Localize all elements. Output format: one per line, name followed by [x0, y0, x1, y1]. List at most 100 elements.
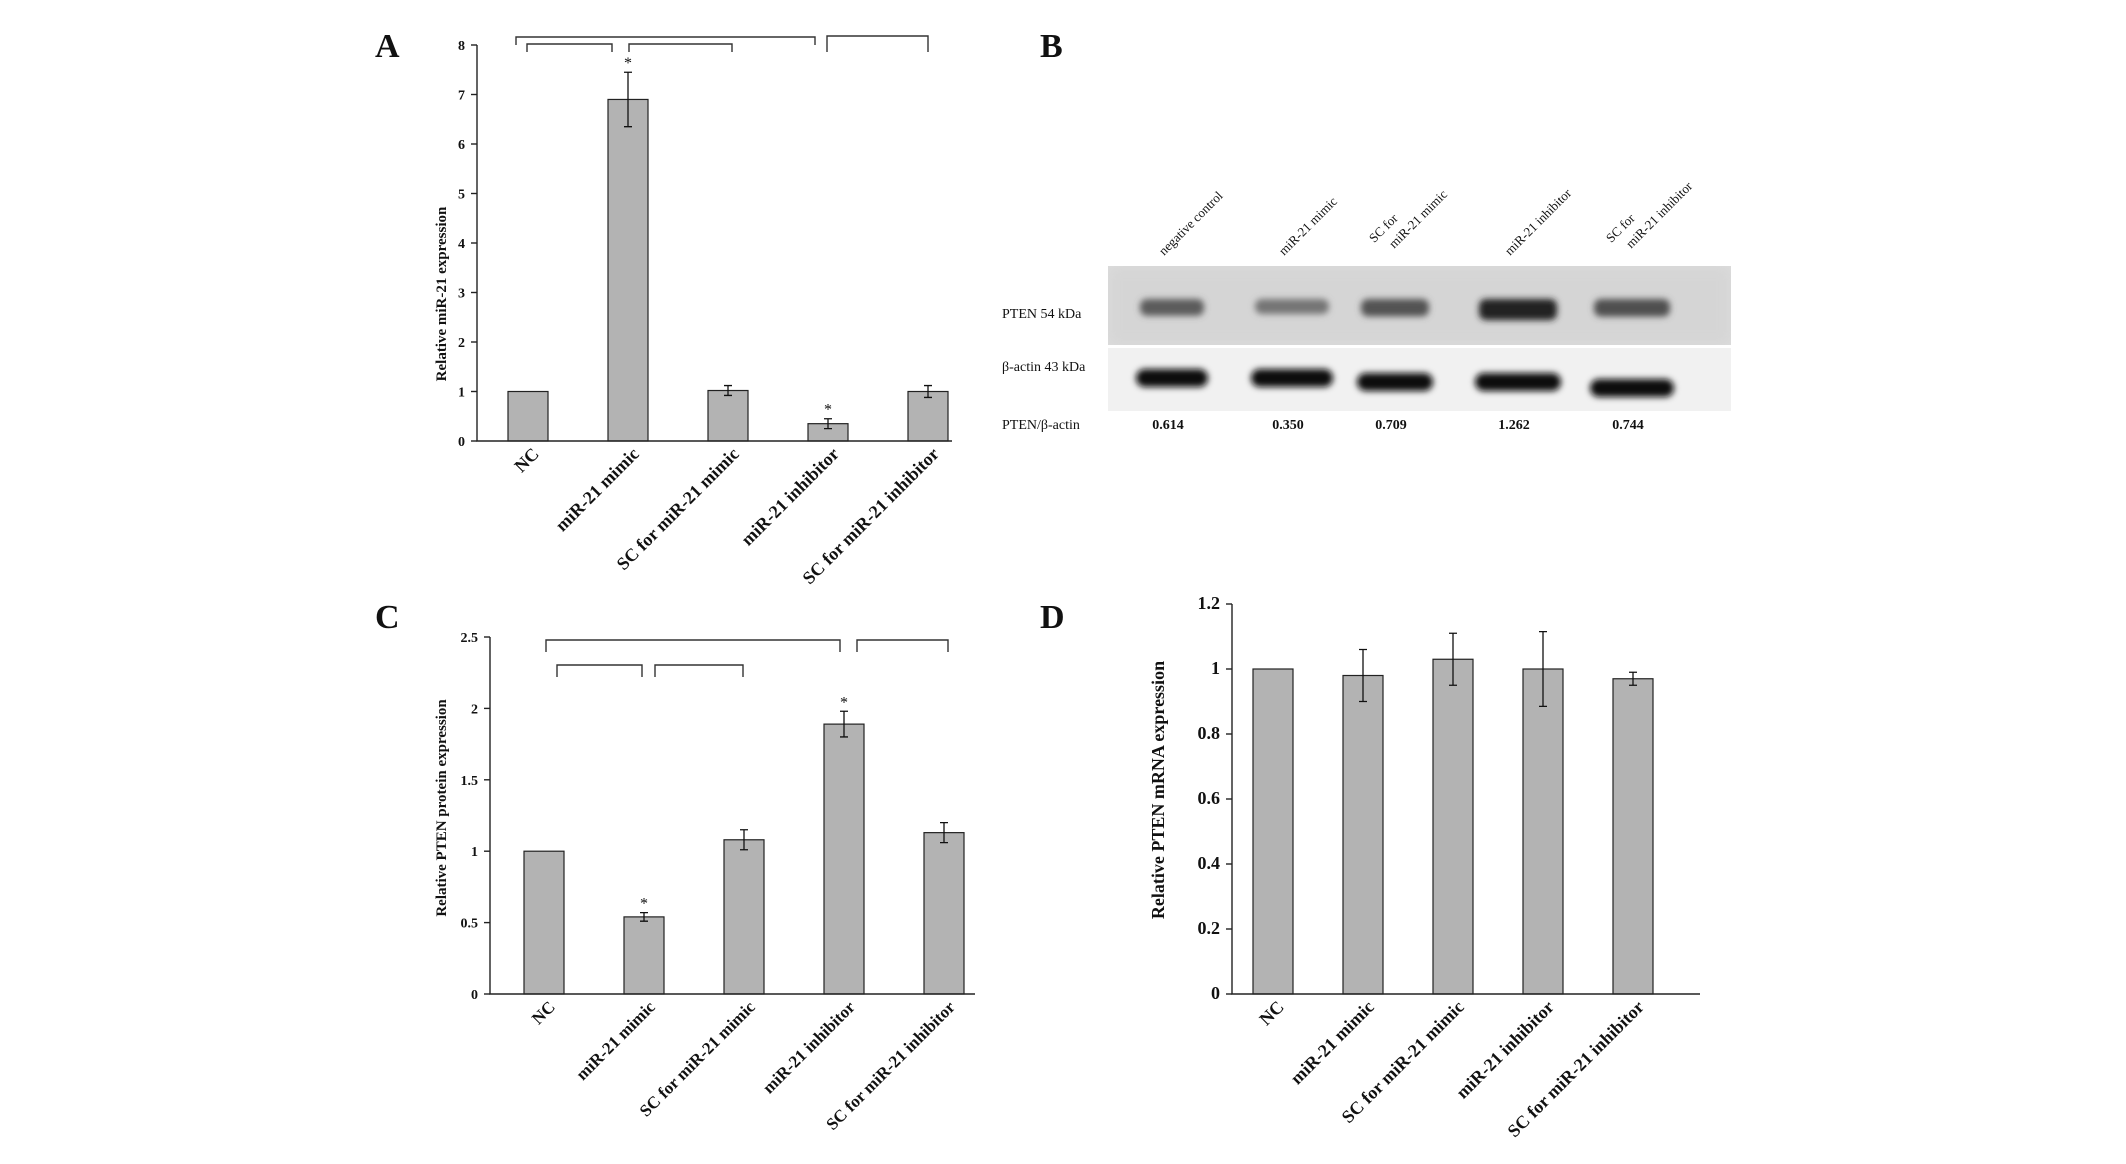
- pten-band-mir-21-inhibitor: [1479, 299, 1557, 321]
- panel-a-bar-mir-21-mimic: [607, 98, 649, 442]
- beta-actin-band-mir-21-mimic: [1251, 369, 1333, 387]
- panel-a-ytick-label-8: 8: [458, 39, 465, 54]
- panel-d-bar-mir-21-mimic: [1342, 674, 1384, 995]
- beta-actin-band-negative-control: [1136, 369, 1208, 387]
- panel-d-y-axis-title: Relative PTEN mRNA expression: [1148, 661, 1168, 919]
- panel-letter-a: A: [375, 28, 400, 65]
- pten-band-sc-for-mir-21-inhibitor: [1594, 299, 1670, 317]
- panel-letter-c: C: [375, 599, 400, 636]
- panel-c-category-sc-for-mir-21-mimic: SC for miR-21 mimic: [636, 997, 759, 1120]
- beta-actin-bands: [1136, 369, 1674, 397]
- panel-a-bar-sc-for-mir-21-inhibitor: [907, 390, 949, 442]
- panel-a-ytick-label-0: 0: [458, 435, 465, 450]
- panel-a-bar-sc-for-mir-21-mimic: [707, 389, 749, 442]
- panel-a-error-bars: [624, 71, 932, 430]
- panel-a-ytick-label-4: 4: [458, 237, 465, 252]
- panel-d-ytick-label-0: 0: [1211, 983, 1220, 1003]
- panel-a-axes: [476, 45, 952, 442]
- panel-a-y-axis-title: Relative miR-21 expression: [434, 206, 450, 381]
- beta-actin-band-mir-21-inhibitor: [1475, 373, 1561, 391]
- panel-c-error-bar-mir-21-mimic: [640, 911, 648, 922]
- panel-d-bar-sc-for-mir-21-inhibitor: [1612, 678, 1654, 995]
- panel-d-ytick-label-1: 0.2: [1198, 918, 1221, 938]
- panel-d-ytick-label-6: 1.2: [1198, 593, 1221, 613]
- panel-c-error-bar-sc-for-mir-21-inhibitor: [940, 821, 948, 844]
- blot-lane-label-mir-21-inhibitor: miR-21 inhibitor: [1502, 185, 1575, 258]
- panel-c-error-bar-sc-for-mir-21-mimic: [740, 829, 748, 851]
- panel-c-bracket-inhibitor-vs-sc: [856, 639, 949, 652]
- panel-c-bars: [523, 723, 965, 995]
- panel-d-bar-mir-21-inhibitor: [1522, 668, 1564, 995]
- panel-c-y-ticks: 0 0.5 1 1.5 2 2.5: [461, 631, 490, 1003]
- panel-a-error-bar-mir-21-inhibitor: [824, 418, 832, 430]
- panel-c-bar-nc: [523, 850, 565, 995]
- panel-d-error-bar-sc-for-mir-21-inhibitor: [1629, 671, 1637, 686]
- panel-c-significance-star-mir-21-mimic: *: [640, 896, 648, 913]
- panel-c-significance: **: [640, 694, 848, 912]
- panel-c-ytick-label-4: 2: [471, 702, 478, 717]
- panel-a-significance-star-mir-21-inhibitor: *: [824, 402, 832, 419]
- panel-a-bracket-mimic-vs-sc: [628, 43, 733, 52]
- pten-bands: [1140, 299, 1670, 321]
- panel-c-bar-mir-21-mimic: [623, 916, 665, 995]
- panel-a-category-mir-21-inhibitor: miR-21 inhibitor: [737, 444, 843, 550]
- panel-d-ytick-label-4: 0.8: [1198, 723, 1221, 743]
- panel-c-category-mir-21-mimic: miR-21 mimic: [572, 997, 659, 1084]
- panel-c-comparison-brackets: [545, 639, 949, 677]
- panel-a-ytick-label-6: 6: [458, 138, 465, 153]
- panel-d-error-bar-mir-21-mimic: [1359, 648, 1367, 703]
- panel-c-category-nc: NC: [528, 997, 559, 1028]
- panel-d-ytick-label-2: 0.4: [1198, 853, 1221, 873]
- blot-lane-label-mir-21-mimic: miR-21 mimic: [1276, 193, 1341, 258]
- panel-a-ytick-label-1: 1: [458, 386, 465, 401]
- chart-panel-c: Relative PTEN protein expression 0 0.5 1 1.…: [434, 631, 975, 1134]
- ratio-value-sc-for-mir-21-inhibitor: 0.744: [1612, 418, 1644, 433]
- panel-c-axes: [489, 637, 975, 995]
- panel-c-error-bars: [640, 710, 948, 922]
- panel-c-bar-mir-21-inhibitor: [823, 723, 865, 995]
- panel-d-error-bar-sc-for-mir-21-mimic: [1449, 632, 1457, 686]
- panel-d-axes: [1231, 604, 1700, 995]
- panel-c-ytick-label-2: 1: [471, 845, 478, 860]
- panel-a-significance: **: [624, 55, 832, 419]
- pten-band-mir-21-mimic: [1255, 299, 1329, 314]
- panel-a-ytick-label-7: 7: [458, 89, 465, 104]
- chart-panel-d: Relative PTEN mRNA expression 0 0.2 0.4 0.6…: [1148, 593, 1700, 1141]
- panel-a-bracket-inhibitor-vs-sc: [826, 35, 929, 52]
- panel-c-bar-sc-for-mir-21-mimic: [723, 839, 765, 995]
- panel-a-error-bar-sc-for-mir-21-mimic: [724, 384, 732, 397]
- panel-a-ytick-label-5: 5: [458, 188, 465, 203]
- ratio-value-sc-for-mir-21-mimic: 0.709: [1375, 418, 1407, 433]
- panel-c-significance-star-mir-21-inhibitor: *: [840, 694, 848, 711]
- ratio-value-mir-21-inhibitor: 1.262: [1498, 418, 1530, 433]
- pten-blot-strip: [1108, 266, 1731, 345]
- panel-a-ytick-label-3: 3: [458, 287, 465, 302]
- panel-d-ytick-label-5: 1: [1211, 658, 1220, 678]
- ratio-value-negative-control: 0.614: [1152, 418, 1184, 433]
- panel-a-comparison-brackets: [515, 35, 929, 52]
- pten-band-sc-for-mir-21-mimic: [1361, 299, 1429, 317]
- panel-a-y-ticks: 0 1 2 3 4 5 6 7 8: [458, 39, 477, 450]
- panel-d-error-bar-mir-21-inhibitor: [1539, 630, 1547, 708]
- blot-lane-label-negative-control: negative control: [1156, 188, 1226, 258]
- western-blot-panel-b: negative control miR-21 mimic SC formiR-21…: [1002, 165, 1731, 433]
- panel-letter-d: D: [1040, 599, 1065, 636]
- panel-d-y-ticks: 0 0.2 0.4 0.6 0.8 1 1.2: [1198, 593, 1232, 1003]
- panel-d-category-mir-21-inhibitor: miR-21 inhibitor: [1452, 997, 1558, 1103]
- panel-c-category-mir-21-inhibitor: miR-21 inhibitor: [759, 997, 859, 1097]
- panel-c-bracket-nc-vs-inhibitor: [545, 639, 841, 652]
- panel-d-category-mir-21-mimic: miR-21 mimic: [1286, 997, 1378, 1089]
- panel-c-ytick-label-0: 0: [471, 988, 478, 1003]
- panel-a-bar-nc: [507, 390, 549, 442]
- panel-c-ytick-label-5: 2.5: [461, 631, 479, 646]
- panel-a-category-nc: NC: [510, 444, 543, 477]
- panel-c-error-bar-mir-21-inhibitor: [840, 710, 848, 738]
- panel-a-bracket-nc-vs-inhibitor: [515, 36, 816, 45]
- blot-lane-label-sc-for-mir-21-inhibitor: SC formiR-21 inhibitor: [1603, 165, 1696, 258]
- pten-band-negative-control: [1140, 299, 1204, 316]
- panel-d-bar-nc: [1252, 668, 1294, 995]
